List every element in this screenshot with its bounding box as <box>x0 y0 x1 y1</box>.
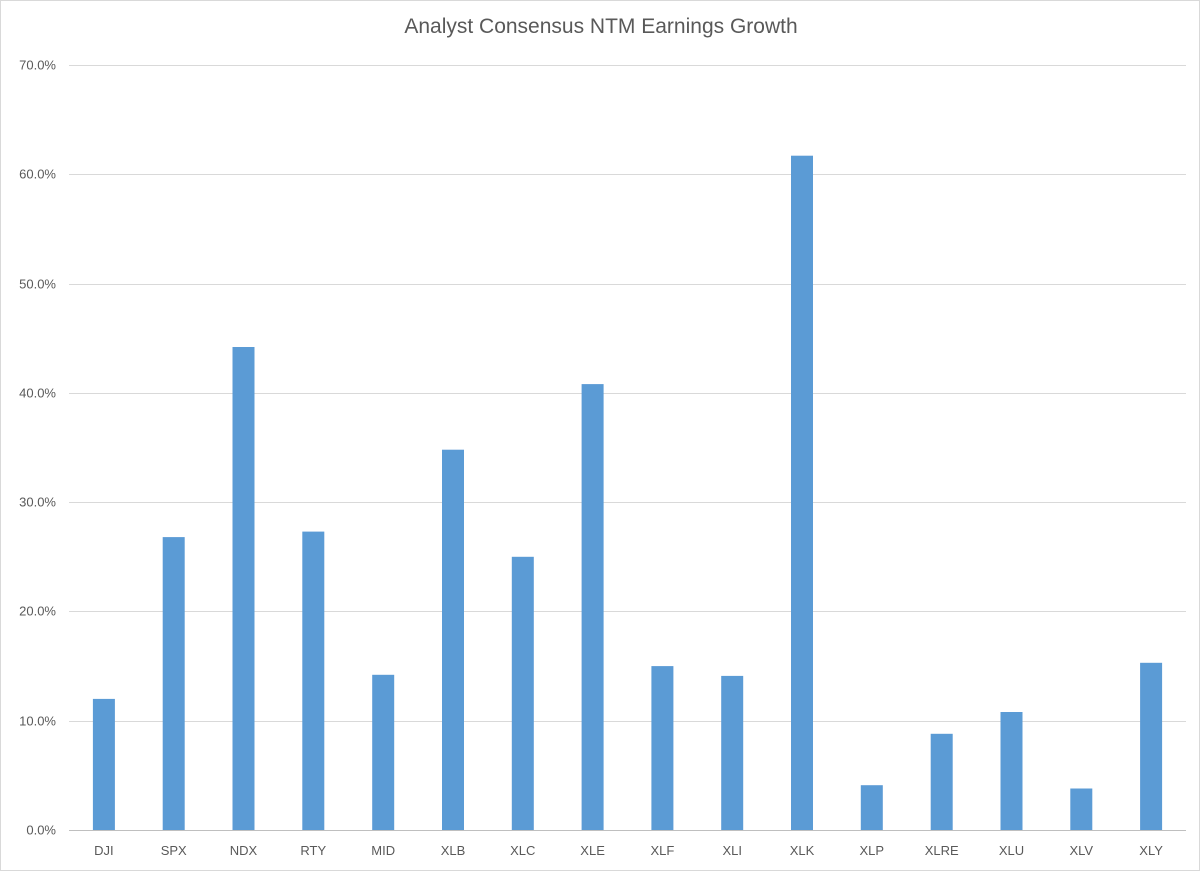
x-tick-label: DJI <box>94 843 114 858</box>
bar-xlu <box>1000 712 1023 830</box>
bar-xly <box>1140 662 1163 830</box>
x-tick-label: XLY <box>1139 843 1163 858</box>
bar-xlb <box>442 449 464 830</box>
bar-spx <box>162 537 185 830</box>
x-axis-tick-labels: DJI SPX NDX RTY MID XLB XLC XLE XLF XLI XLK XLP XLRE… <box>94 843 1163 858</box>
x-tick-label: XLI <box>722 843 742 858</box>
y-tick-label: 60.0% <box>19 167 56 182</box>
bar-ndx <box>232 347 255 830</box>
bar-rty <box>302 531 325 830</box>
bar-dji <box>92 698 115 830</box>
bar-xlf <box>651 666 674 830</box>
x-tick-label: XLF <box>650 843 674 858</box>
bars <box>92 155 1163 830</box>
y-tick-label: 0.0% <box>26 823 56 838</box>
x-tick-label: NDX <box>230 843 258 858</box>
x-tick-label: XLC <box>510 843 535 858</box>
x-tick-label: XLE <box>580 843 605 858</box>
bar-mid <box>372 674 395 830</box>
bar-xlre <box>930 733 953 830</box>
bar-xlc <box>511 556 534 830</box>
x-tick-label: XLU <box>999 843 1024 858</box>
x-tick-label: XLK <box>790 843 815 858</box>
gridlines <box>69 65 1186 831</box>
x-tick-label: XLB <box>441 843 466 858</box>
x-tick-label: XLP <box>860 843 885 858</box>
bar-xle <box>581 384 604 830</box>
x-tick-label: MID <box>371 843 395 858</box>
y-tick-label: 50.0% <box>19 277 56 292</box>
y-tick-label: 40.0% <box>19 386 56 401</box>
x-tick-label: SPX <box>161 843 187 858</box>
bar-xlk <box>791 155 813 830</box>
y-tick-label: 30.0% <box>19 495 56 510</box>
y-tick-label: 20.0% <box>19 604 56 619</box>
x-tick-label: RTY <box>300 843 326 858</box>
x-tick-label: XLRE <box>925 843 959 858</box>
bar-xlp <box>860 785 883 830</box>
y-tick-label: 10.0% <box>19 714 56 729</box>
chart-title: Analyst Consensus NTM Earnings Growth <box>404 15 798 38</box>
bar-xlv <box>1070 788 1093 830</box>
y-axis-tick-labels: 0.0% 10.0% 20.0% 30.0% 40.0% 50.0% 60.0% 70.0% <box>19 58 56 838</box>
bar-xli <box>721 675 744 830</box>
x-tick-label: XLV <box>1069 843 1093 858</box>
y-tick-label: 70.0% <box>19 58 56 73</box>
